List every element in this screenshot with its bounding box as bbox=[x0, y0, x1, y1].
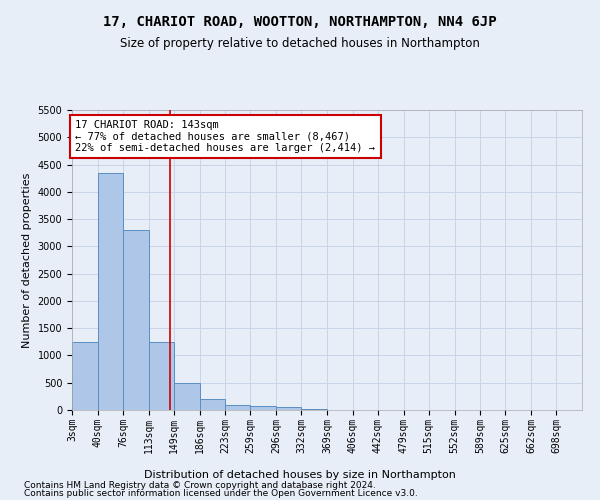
Y-axis label: Number of detached properties: Number of detached properties bbox=[22, 172, 32, 348]
Bar bbox=[250, 406, 276, 410]
Bar bbox=[199, 398, 225, 410]
Text: Contains public sector information licensed under the Open Government Licence v3: Contains public sector information licen… bbox=[24, 489, 418, 498]
Text: Size of property relative to detached houses in Northampton: Size of property relative to detached ho… bbox=[120, 38, 480, 51]
Bar bbox=[72, 342, 98, 410]
Bar bbox=[225, 405, 250, 410]
Bar bbox=[123, 230, 149, 410]
Text: Distribution of detached houses by size in Northampton: Distribution of detached houses by size … bbox=[144, 470, 456, 480]
Bar bbox=[98, 172, 123, 410]
Bar bbox=[174, 384, 199, 410]
Bar bbox=[149, 342, 174, 410]
Text: Contains HM Land Registry data © Crown copyright and database right 2024.: Contains HM Land Registry data © Crown c… bbox=[24, 480, 376, 490]
Bar bbox=[276, 406, 301, 410]
Text: 17, CHARIOT ROAD, WOOTTON, NORTHAMPTON, NN4 6JP: 17, CHARIOT ROAD, WOOTTON, NORTHAMPTON, … bbox=[103, 15, 497, 29]
Text: 17 CHARIOT ROAD: 143sqm
← 77% of detached houses are smaller (8,467)
22% of semi: 17 CHARIOT ROAD: 143sqm ← 77% of detache… bbox=[76, 120, 376, 153]
